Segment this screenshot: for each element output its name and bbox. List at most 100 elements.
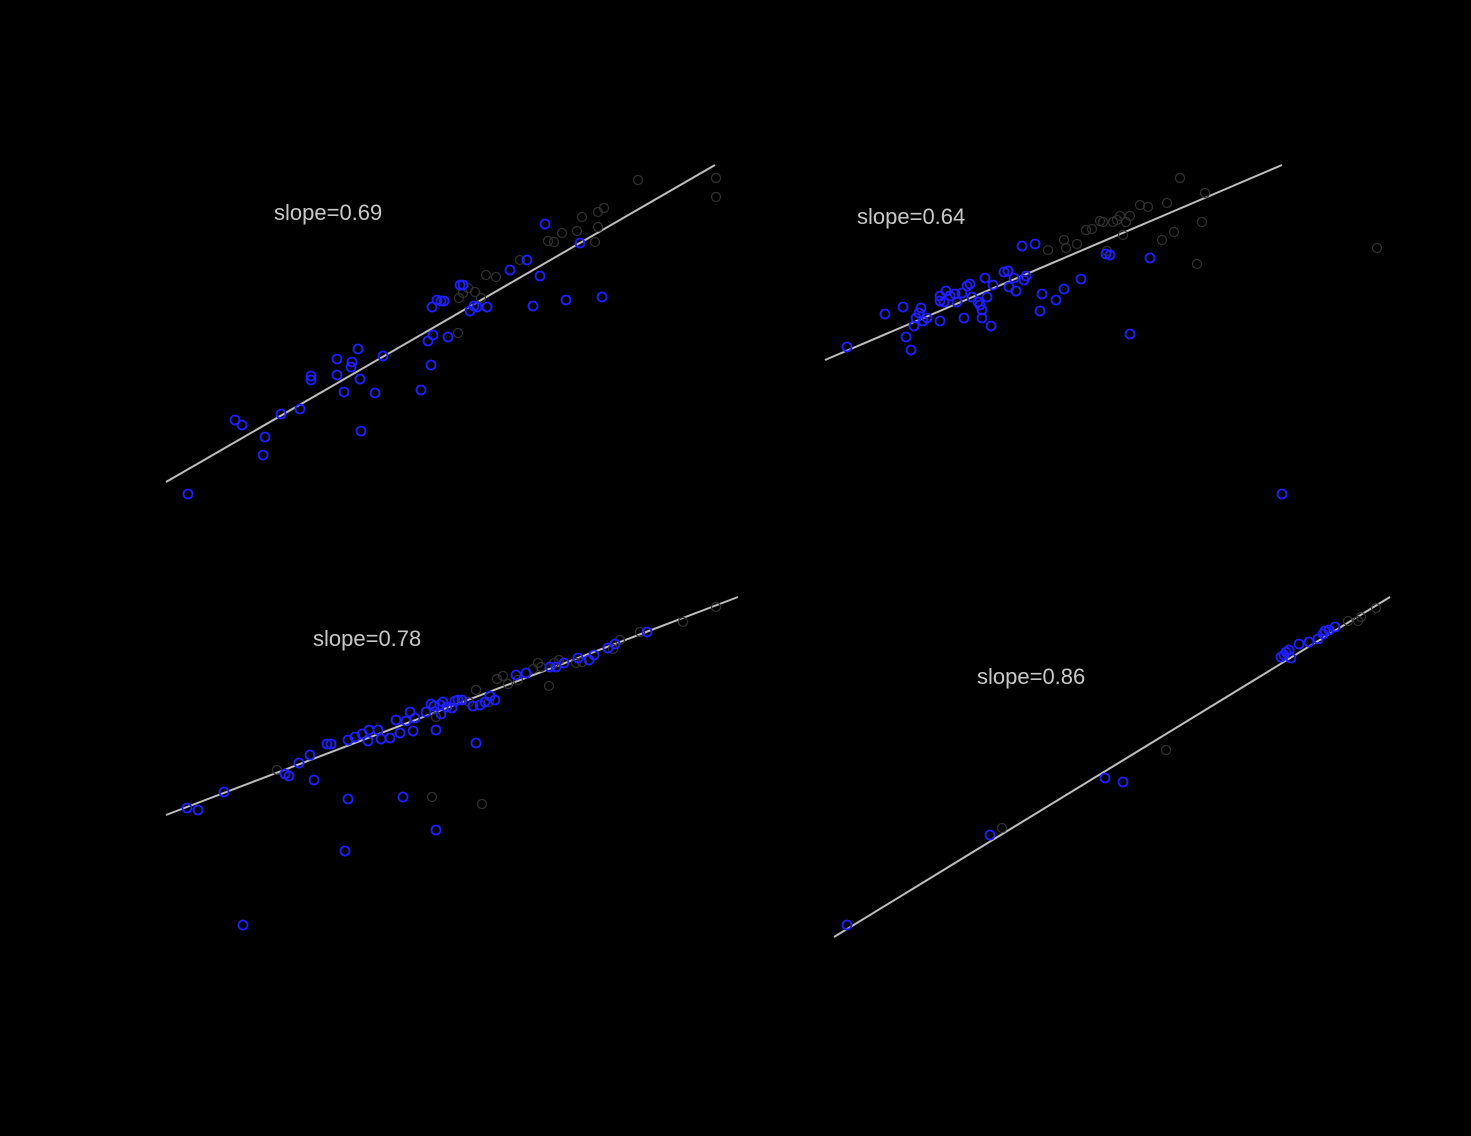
- blue-data-point: [229, 414, 241, 426]
- blue-data-point: [539, 218, 551, 230]
- blue-data-point: [841, 919, 853, 931]
- blue-data-point: [390, 714, 402, 726]
- slope-annotation: slope=0.69: [274, 200, 382, 225]
- blue-data-point: [976, 304, 988, 316]
- blue-data-point: [1016, 240, 1028, 252]
- blue-data-point: [305, 370, 317, 382]
- blue-data-point: [976, 312, 988, 324]
- blue-data-point: [1058, 283, 1070, 295]
- blue-data-point: [456, 694, 468, 706]
- blue-data-point: [879, 308, 891, 320]
- blue-data-point: [259, 431, 271, 443]
- gray-data-point: [589, 236, 601, 248]
- blue-data-point: [355, 425, 367, 437]
- gray-data-point: [607, 643, 619, 655]
- gray-data-point: [480, 269, 492, 281]
- blue-data-point: [435, 708, 447, 720]
- blue-data-point: [331, 369, 343, 381]
- blue-points: [181, 626, 653, 931]
- regression-line: [833, 596, 1391, 938]
- gray-data-point: [571, 225, 583, 237]
- gray-data-point: [1161, 197, 1173, 209]
- gray-data-point: [475, 292, 487, 304]
- blue-data-point: [641, 626, 653, 638]
- blue-data-point: [338, 386, 350, 398]
- blue-data-point: [236, 419, 248, 431]
- blue-data-point: [510, 669, 522, 681]
- blue-points: [841, 238, 1288, 500]
- blue-data-point: [1144, 252, 1156, 264]
- blue-data-point: [384, 732, 396, 744]
- gray-data-point: [1142, 201, 1154, 213]
- blue-data-point: [915, 302, 927, 314]
- gray-data-point: [1160, 744, 1172, 756]
- blue-points: [841, 621, 1341, 931]
- gray-data-point: [710, 601, 722, 613]
- blue-data-point: [441, 701, 453, 713]
- blue-data-point: [362, 735, 374, 747]
- gray-data-point: [710, 191, 722, 203]
- blue-data-point: [596, 291, 608, 303]
- gray-data-point: [1058, 234, 1070, 246]
- gray-data-point: [1042, 244, 1054, 256]
- gray-data-point: [514, 254, 526, 266]
- blue-data-point: [321, 738, 333, 750]
- gray-data-point: [1114, 210, 1126, 222]
- blue-data-point: [964, 278, 976, 290]
- blue-data-point: [1075, 273, 1087, 285]
- blue-data-point: [558, 657, 570, 669]
- blue-data-point: [308, 774, 320, 786]
- gray-data-point: [476, 798, 488, 810]
- gray-data-point: [469, 286, 481, 298]
- blue-data-point: [427, 329, 439, 341]
- blue-data-point: [534, 270, 546, 282]
- blue-data-point: [369, 387, 381, 399]
- blue-data-point: [520, 667, 532, 679]
- blue-data-point: [257, 449, 269, 461]
- blue-points: [182, 218, 608, 500]
- blue-data-point: [438, 295, 450, 307]
- gray-data-point: [1080, 224, 1092, 236]
- blue-data-point: [1036, 288, 1048, 300]
- blue-data-point: [430, 724, 442, 736]
- gray-data-point: [426, 791, 438, 803]
- blue-data-point: [572, 652, 584, 664]
- gray-data-point: [1117, 229, 1129, 241]
- blue-data-point: [428, 700, 440, 712]
- blue-data-point: [409, 712, 421, 724]
- blue-data-point: [218, 786, 230, 798]
- blue-data-point: [944, 290, 956, 302]
- blue-data-point: [609, 638, 621, 650]
- gray-data-point: [1196, 216, 1208, 228]
- blue-data-point: [407, 725, 419, 737]
- blue-data-point: [457, 279, 469, 291]
- blue-data-point: [841, 341, 853, 353]
- blue-data-point: [275, 408, 287, 420]
- blue-data-point: [345, 361, 357, 373]
- gray-points: [1042, 172, 1383, 270]
- regression-line: [165, 164, 716, 483]
- blue-data-point: [1050, 294, 1062, 306]
- blue-data-point: [897, 301, 909, 313]
- gray-data-point: [1097, 216, 1109, 228]
- gray-data-point: [1342, 615, 1354, 627]
- blue-data-point: [1099, 772, 1111, 784]
- blue-data-point: [454, 279, 466, 291]
- blue-data-point: [956, 287, 968, 299]
- blue-data-point: [900, 331, 912, 343]
- blue-data-point: [294, 403, 306, 415]
- blue-data-point: [342, 793, 354, 805]
- gray-data-point: [1174, 172, 1186, 184]
- gray-data-point: [1191, 258, 1203, 270]
- blue-data-point: [325, 738, 337, 750]
- blue-data-point: [181, 802, 193, 814]
- gray-data-point: [483, 696, 495, 708]
- gray-points: [996, 602, 1382, 834]
- blue-data-point: [354, 373, 366, 385]
- blue-data-point: [934, 315, 946, 327]
- blue-data-point: [1276, 488, 1288, 500]
- gray-data-point: [996, 822, 1008, 834]
- slope-annotation: slope=0.64: [857, 204, 965, 229]
- blue-data-point: [352, 343, 364, 355]
